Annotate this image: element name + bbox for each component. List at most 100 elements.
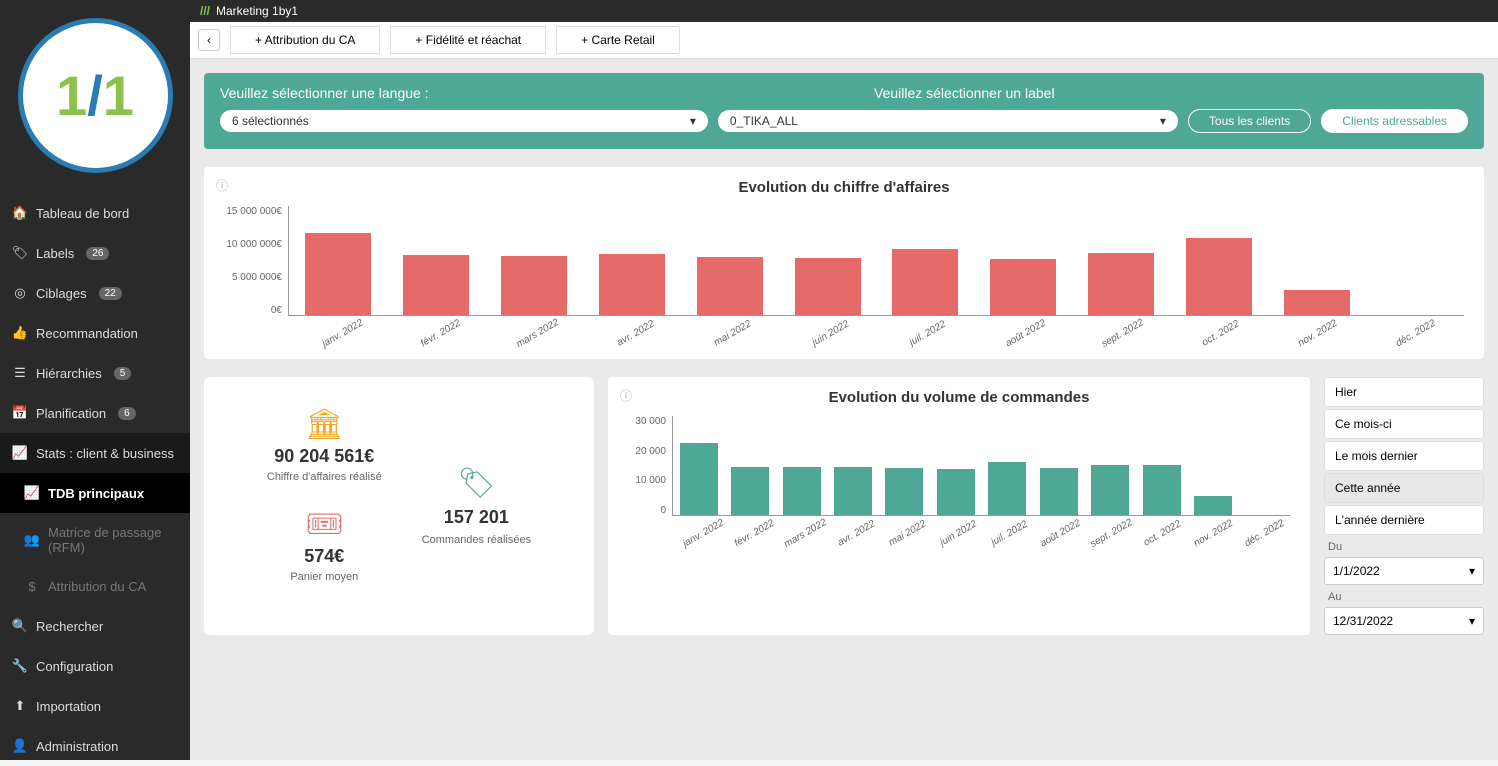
- select-langue[interactable]: 6 sélectionnés ▾: [220, 110, 708, 132]
- nav-recommandation[interactable]: 👍 Recommandation: [0, 313, 190, 353]
- target-icon: ◎: [12, 285, 28, 301]
- nav-configuration[interactable]: 🔧 Configuration: [0, 646, 190, 686]
- logo: 1/1: [18, 18, 173, 173]
- main: /// Marketing 1by1 ‹ + Attribution du CA…: [190, 0, 1498, 760]
- df-au-select[interactable]: 12/31/2022 ▾: [1324, 607, 1484, 635]
- orders-chart-card: ⓘ Evolution du volume de commandes 30 00…: [608, 377, 1310, 635]
- admin-icon: 👤: [12, 738, 28, 754]
- df-cette-annee[interactable]: Cette année: [1324, 473, 1484, 503]
- kpi-revenue-value: 90 204 561€: [274, 446, 374, 467]
- btn-tous-clients[interactable]: Tous les clients: [1188, 109, 1311, 133]
- df-au-value: 12/31/2022: [1333, 614, 1393, 628]
- nav-importation[interactable]: ⬆ Importation: [0, 686, 190, 726]
- home-icon: 🏠: [12, 205, 28, 221]
- wrench-icon: 🔧: [12, 658, 28, 674]
- info-icon[interactable]: ⓘ: [620, 387, 632, 404]
- nav-label: Stats : client & business: [36, 446, 174, 461]
- kpi-revenue-col: 🏛 90 204 561€ Chiffre d'affaires réalisé…: [267, 407, 382, 605]
- df-du-label: Du: [1328, 541, 1484, 553]
- thumb-icon: 👍: [12, 325, 28, 341]
- chart-icon: 📈: [12, 445, 28, 461]
- tab-fidelite[interactable]: + Fidélité et réachat: [390, 26, 546, 54]
- filter-bar: Veuillez sélectionner une langue : Veuil…: [204, 73, 1484, 149]
- nav-label: Attribution du CA: [48, 579, 146, 594]
- nav-matrice[interactable]: 👥 Matrice de passage (RFM): [0, 513, 190, 567]
- tag-icon: 🏷: [457, 466, 495, 501]
- nav-attribution[interactable]: $ Attribution du CA: [0, 567, 190, 606]
- bank-icon: 🏛: [305, 407, 343, 442]
- revenue-chart-card: ⓘ Evolution du chiffre d'affaires 15 000…: [204, 167, 1484, 359]
- kpi-card: 🏛 90 204 561€ Chiffre d'affaires réalisé…: [204, 377, 594, 635]
- df-du-select[interactable]: 1/1/2022 ▾: [1324, 557, 1484, 585]
- tabs-row: ‹ + Attribution du CA + Fidélité et réac…: [190, 22, 1498, 59]
- tab-attribution[interactable]: + Attribution du CA: [230, 26, 380, 54]
- info-icon[interactable]: ⓘ: [216, 177, 228, 194]
- topbar-logo-icon: ///: [200, 4, 210, 18]
- back-button[interactable]: ‹: [198, 29, 220, 51]
- chevron-down-icon: ▾: [1160, 114, 1166, 128]
- nav-label: Rechercher: [36, 619, 103, 634]
- chart1-y-axis: 15 000 000€10 000 000€5 000 000€0€: [224, 206, 288, 316]
- bottom-row: 🏛 90 204 561€ Chiffre d'affaires réalisé…: [204, 377, 1484, 635]
- chart1-x-labels: janv. 2022févr. 2022mars 2022avr. 2022ma…: [294, 316, 1464, 339]
- nav-administration[interactable]: 👤 Administration: [0, 726, 190, 766]
- filter-label-label: Veuillez sélectionner un label: [874, 85, 1468, 101]
- nav-label: Administration: [36, 739, 118, 754]
- ciblages-badge: 22: [99, 287, 122, 300]
- filter-langue-label: Veuillez sélectionner une langue :: [220, 85, 814, 101]
- chevron-down-icon: ▾: [690, 114, 696, 128]
- chart1-title: Evolution du chiffre d'affaires: [224, 179, 1464, 196]
- nav-label: Hiérarchies: [36, 366, 102, 381]
- df-annee-derniere[interactable]: L'année dernière: [1324, 505, 1484, 535]
- nav-label: Labels: [36, 246, 74, 261]
- btn-clients-adressables[interactable]: Clients adressables: [1321, 109, 1468, 133]
- logo-text: 1/1: [56, 63, 134, 128]
- kpi-revenue-label: Chiffre d'affaires réalisé: [267, 471, 382, 483]
- nav-tableau-de-bord[interactable]: 🏠 Tableau de bord: [0, 193, 190, 233]
- search-icon: 🔍: [12, 618, 28, 634]
- planification-badge: 6: [118, 407, 136, 420]
- chart2-area: 30 00020 00010 0000: [628, 416, 1290, 516]
- select-langue-value: 6 sélectionnés: [232, 114, 309, 128]
- nav-tdb-principaux[interactable]: 📈 TDB principaux: [0, 473, 190, 513]
- tag-icon: 🏷: [12, 245, 28, 261]
- ticket-icon: 🎟: [305, 507, 343, 542]
- select-label-value: 0_TIKA_ALL: [730, 114, 798, 128]
- nav-planification[interactable]: 📅 Planification 6: [0, 393, 190, 433]
- select-label[interactable]: 0_TIKA_ALL ▾: [718, 110, 1178, 132]
- chart-icon: 📈: [24, 485, 40, 501]
- nav-label: Recommandation: [36, 326, 138, 341]
- labels-badge: 26: [86, 247, 109, 260]
- calendar-icon: 📅: [12, 405, 28, 421]
- topbar: /// Marketing 1by1: [190, 0, 1498, 22]
- nav-stats[interactable]: 📈 Stats : client & business: [0, 433, 190, 473]
- app-title: Marketing 1by1: [216, 4, 298, 18]
- chart2-title: Evolution du volume de commandes: [628, 389, 1290, 406]
- df-mois-dernier[interactable]: Le mois dernier: [1324, 441, 1484, 471]
- date-filter: Hier Ce mois-ci Le mois dernier Cette an…: [1324, 377, 1484, 635]
- nav-label: Configuration: [36, 659, 113, 674]
- kpi-orders-label: Commandes réalisées: [422, 534, 531, 546]
- nav-hierarchies[interactable]: ☰ Hiérarchies 5: [0, 353, 190, 393]
- chevron-down-icon: ▾: [1469, 614, 1475, 628]
- chart2-x-labels: janv. 2022févr. 2022mars 2022avr. 2022ma…: [678, 516, 1290, 539]
- df-ce-mois[interactable]: Ce mois-ci: [1324, 409, 1484, 439]
- logo-wrap: 1/1: [0, 0, 190, 193]
- nav-label: Planification: [36, 406, 106, 421]
- kpi-orders-col: 🏷 157 201 Commandes réalisées: [422, 407, 531, 605]
- tree-icon: ☰: [12, 365, 28, 381]
- chevron-left-icon: ‹: [207, 33, 211, 47]
- upload-icon: ⬆: [12, 698, 28, 714]
- kpi-basket-value: 574€: [304, 546, 344, 567]
- chart1-area: 15 000 000€10 000 000€5 000 000€0€: [224, 206, 1464, 316]
- hierarchies-badge: 5: [114, 367, 132, 380]
- tab-carte-retail[interactable]: + Carte Retail: [556, 26, 680, 54]
- nav-label: TDB principaux: [48, 486, 144, 501]
- nav-labels[interactable]: 🏷 Labels 26: [0, 233, 190, 273]
- chart1-bars: [288, 206, 1464, 316]
- sidebar: 1/1 🏠 Tableau de bord 🏷 Labels 26 ◎ Cibl…: [0, 0, 190, 760]
- df-hier[interactable]: Hier: [1324, 377, 1484, 407]
- nav-ciblages[interactable]: ◎ Ciblages 22: [0, 273, 190, 313]
- nav-rechercher[interactable]: 🔍 Rechercher: [0, 606, 190, 646]
- df-du-value: 1/1/2022: [1333, 564, 1380, 578]
